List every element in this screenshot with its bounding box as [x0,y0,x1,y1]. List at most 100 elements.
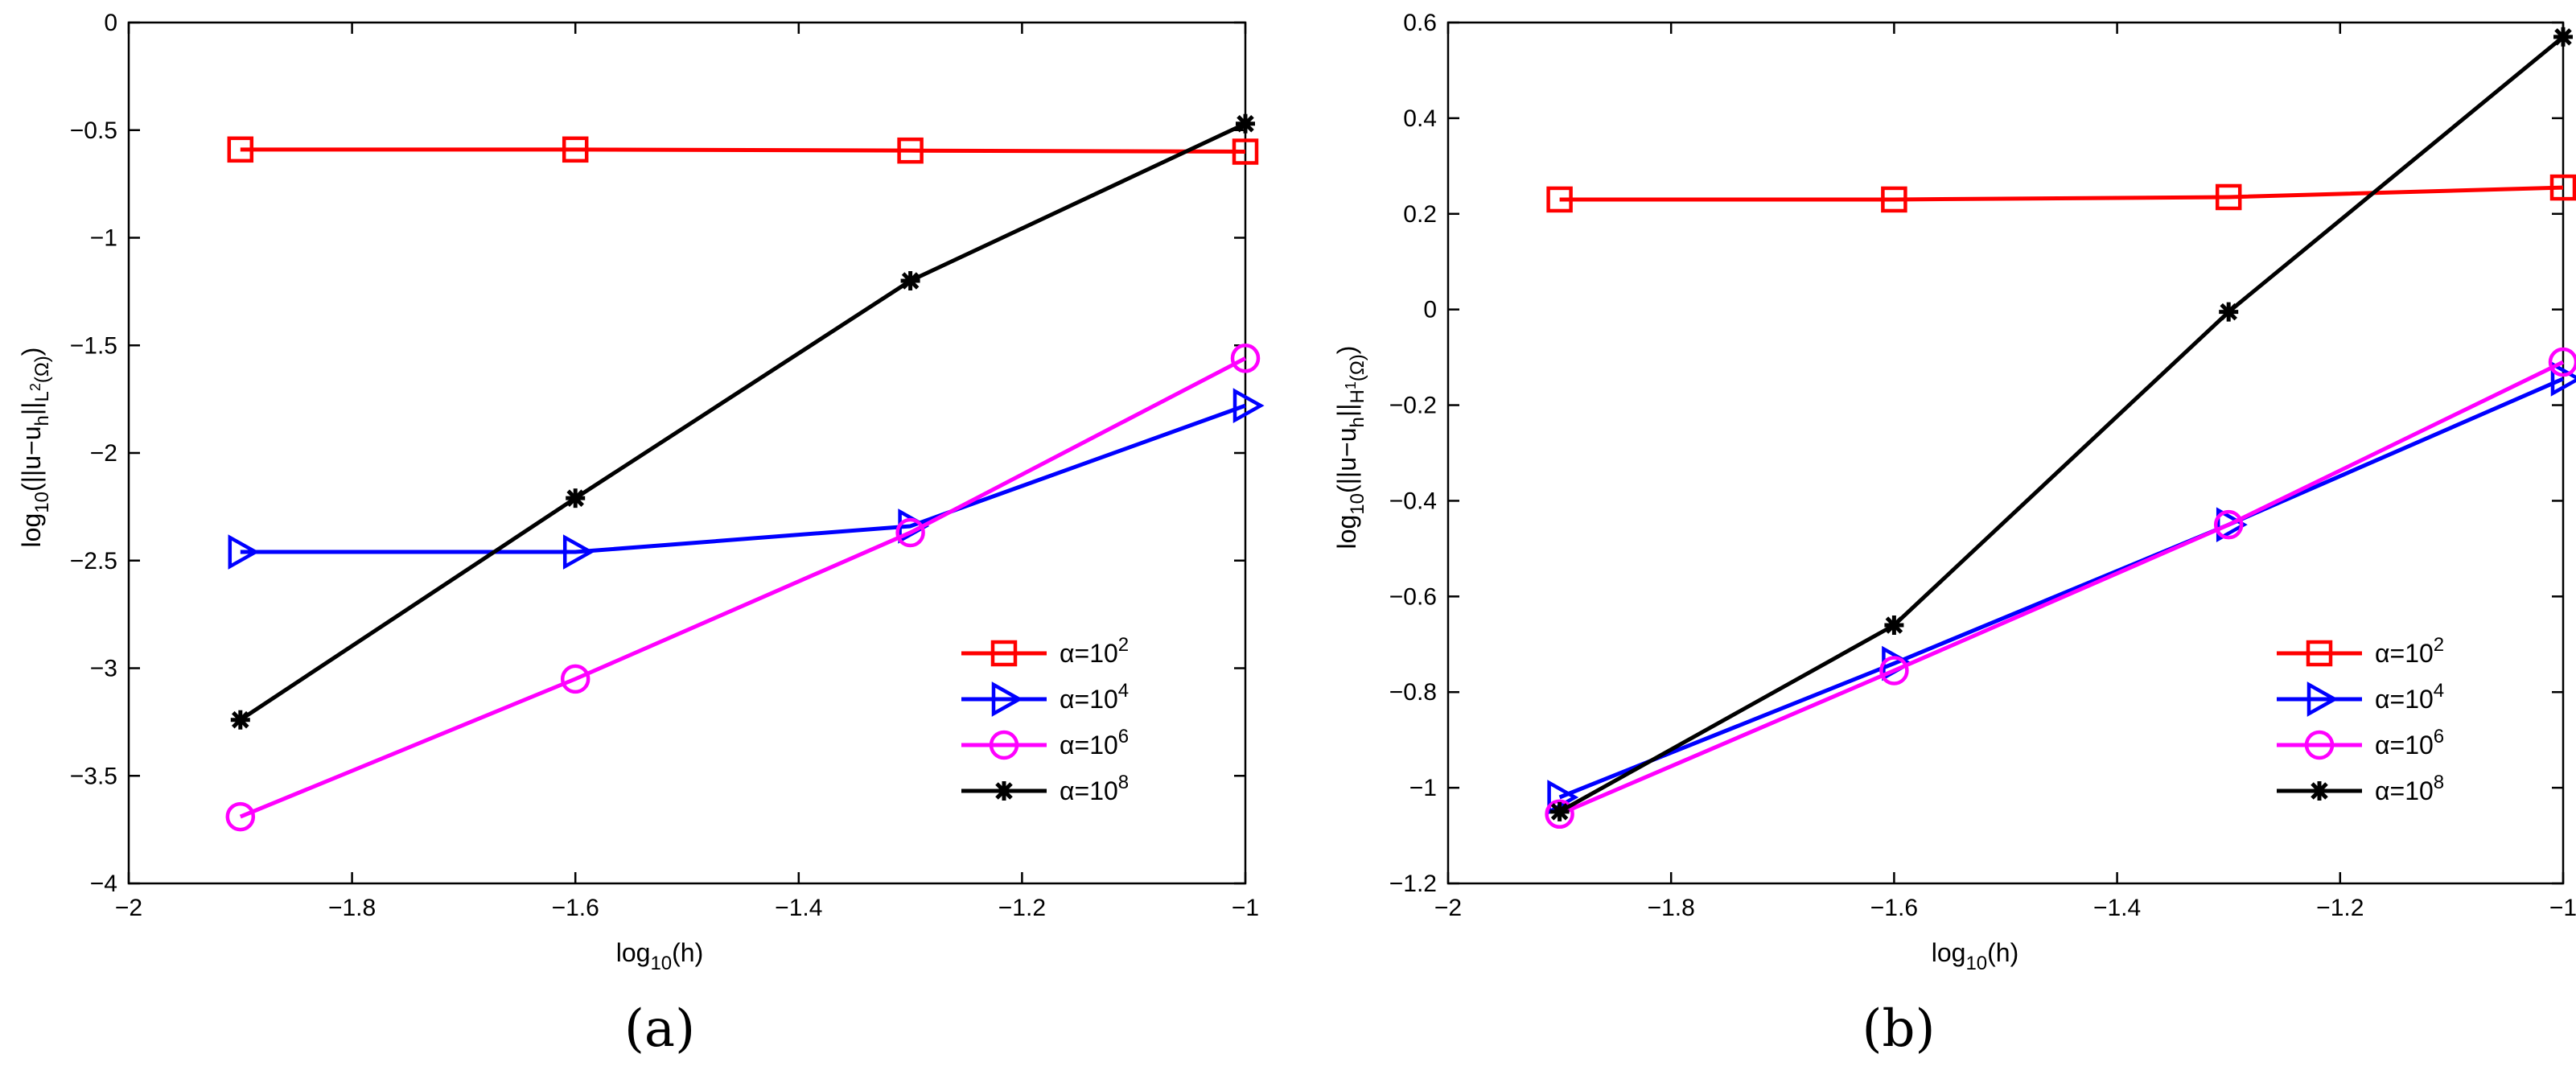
data-point [2549,174,2576,201]
panel-caption: (b) [1862,999,1936,1059]
data-point [1232,138,1259,165]
x-tick-label: −1 [1232,895,1259,921]
data-point [1549,801,1570,821]
panel-caption: (a) [624,999,695,1059]
y-axis-label-sub: 10 [31,492,53,513]
legend-label-exp: 8 [2434,772,2444,793]
y-axis-label-norm: (||u−u [17,426,46,492]
data-point [562,136,589,163]
x-axis-label-arg: (h) [672,938,703,967]
data-point [228,534,260,570]
y-axis-label-norm-close: || [1332,404,1361,418]
y-tick-label: −1.5 [70,332,117,359]
legend-marker [2310,781,2329,801]
legend-label-base: α=10 [1060,776,1118,805]
y-axis-label-end: ) [1332,346,1361,355]
data-point [562,534,595,570]
chart-panel-b: −2 −1.8 −1.6 −1.4 −1.2 −1 −1.2 −1 −0.8 −0.6 −0.4 −0… [1332,10,2576,1059]
x-axis-label-base: log [1932,938,1966,967]
x-tick-label: −1 [2549,895,2576,921]
y-axis-label: log10(||u−uh||H1(Ω)) [1332,346,1368,550]
y-axis-label-domain: (Ω) [31,356,53,383]
x-tick-label: −1.4 [2093,895,2141,921]
y-axis-label: log10(||u−uh||L2(Ω)) [17,348,53,548]
y-tick-label: 0 [1423,297,1437,323]
legend-label: α=104 [2375,680,2444,714]
y-axis-label-space-sup: 2 [27,383,43,391]
x-axis-label-sub: 10 [650,953,672,974]
y-axis-label-norm: (||u−u [1332,427,1361,493]
y-axis-label-norm-sub: h [1347,417,1368,427]
y-tick-label: −0.4 [1389,488,1437,514]
data-point [227,136,254,163]
y-axis-label-space: H [1347,389,1368,403]
y-tick-label: −3.5 [70,763,117,789]
x-axis-label-sub: 10 [1965,953,1987,974]
legend-label: α=106 [2375,726,2444,760]
data-point [2216,507,2248,543]
y-axis-label-norm-sub: h [31,415,53,426]
legend-label-exp: 6 [1118,726,1129,747]
legend-label-base: α=10 [1060,731,1118,760]
legend-marker [2304,730,2335,760]
y-tick-label: −2.5 [70,548,117,574]
data-point [225,801,256,832]
data-point [900,271,920,290]
series-line-1 [240,403,1246,554]
legend-label: α=102 [1060,634,1129,668]
data-point [1230,344,1261,373]
legend-marker [994,781,1014,801]
legend-label-exp: 8 [1118,772,1129,793]
legend-label: α=108 [2375,772,2444,805]
legend-label: α=104 [1060,680,1129,714]
data-point [1545,799,1574,830]
legend-label: α=102 [2375,634,2444,668]
y-axis-label-base: log [1332,515,1361,550]
data-point [1232,388,1265,423]
data-point [1881,186,1907,213]
legend-marker [989,730,1019,760]
data-point [2550,361,2576,397]
y-tick-label: −1 [1409,775,1437,801]
legend-label-exp: 4 [2434,680,2444,702]
x-tick-label: −2 [1434,895,1462,921]
y-tick-label: −2 [90,440,117,467]
data-point [897,137,924,164]
series-line-0 [1559,185,2564,202]
data-point [2548,347,2576,377]
y-axis-label-end: ) [17,348,46,356]
data-point [2215,183,2242,211]
y-axis-label-norm-close: || [17,402,46,416]
x-tick-label: −1.8 [1648,895,1695,921]
series-line-2 [239,356,1247,819]
legend-label-exp: 4 [1118,680,1129,702]
y-tick-label: −4 [90,871,117,897]
data-point [1879,656,1909,685]
x-axis-label-base: log [616,938,651,967]
legend-label-exp: 6 [2434,726,2444,747]
legend-marker [2306,681,2339,717]
x-tick-label: −1.4 [775,895,822,921]
legend-marker [991,681,1023,717]
legend-label-base: α=10 [1060,639,1118,668]
series-line-2 [1558,360,2565,817]
y-tick-label: −1 [90,225,117,252]
legend-label-base: α=10 [2375,731,2434,760]
legend-marker [2306,640,2333,667]
y-tick-label: 0.4 [1403,105,1437,132]
series-line-1 [1558,377,2564,800]
x-tick-label: −1.6 [1870,895,1918,921]
y-tick-label: 0.2 [1403,201,1437,228]
y-tick-label: −0.8 [1389,679,1437,706]
y-tick-label: −3 [90,656,117,682]
y-tick-label: −0.2 [1389,393,1437,419]
legend-label-base: α=10 [2375,776,2434,805]
y-axis-label-domain: (Ω) [1347,354,1368,381]
y-axis-label-sub: 10 [1347,493,1368,515]
y-tick-label: −0.5 [70,117,117,144]
legend-label-base: α=10 [1060,685,1118,714]
data-point [230,710,250,730]
legend-marker [990,640,1018,667]
data-point [560,664,591,694]
